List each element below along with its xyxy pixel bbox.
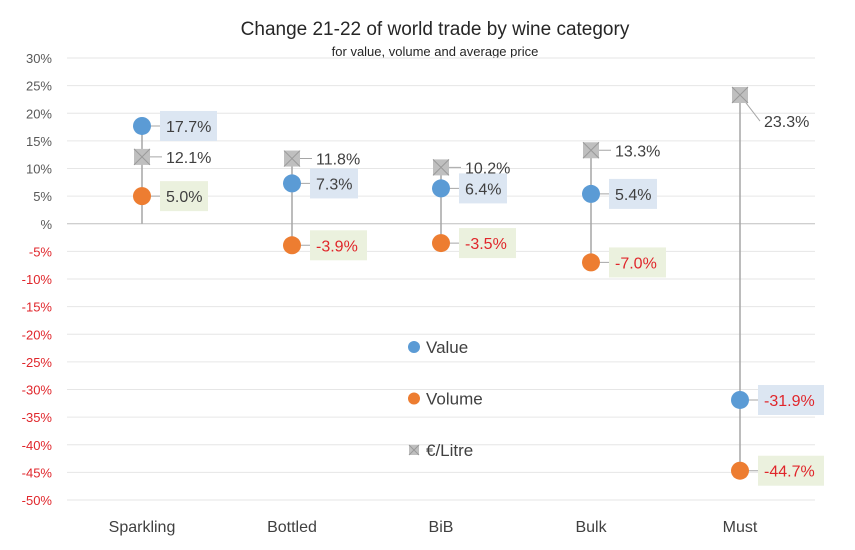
data-label: -7.0% (615, 255, 657, 272)
y-tick-label: 15% (26, 134, 52, 149)
legend-label: €/Litre (426, 441, 473, 460)
legend-marker (408, 392, 420, 405)
data-label-bg (609, 247, 666, 278)
data-label-bg (160, 110, 217, 141)
data-label: 17.7% (166, 119, 211, 136)
chart-title: Change 21-22 of world trade by wine cate… (241, 19, 630, 40)
y-tick-label: 20% (26, 106, 52, 121)
y-tick-label: 25% (26, 79, 52, 94)
y-tick-label: -5% (29, 244, 53, 259)
value-marker (731, 390, 749, 409)
data-label: 7.3% (316, 176, 352, 193)
data-label: -3.5% (465, 236, 507, 253)
y-tick-label: -30% (22, 383, 53, 398)
data-label: 13.3% (615, 143, 660, 160)
data-label-bg (758, 384, 824, 415)
volume-marker (133, 187, 151, 206)
data-label-bg (310, 168, 358, 199)
x-tick-label: Bulk (575, 519, 607, 536)
y-tick-label: -25% (22, 355, 53, 370)
data-label: -31.9% (764, 393, 815, 410)
x-tick-label: Sparkling (109, 519, 176, 536)
y-tick-label: -35% (22, 410, 53, 425)
data-label-bg (459, 173, 507, 204)
x-tick-label: BiB (429, 519, 454, 536)
price-marker-cross (582, 141, 600, 159)
y-tick-label: 5% (33, 189, 52, 204)
legend-label: Value (426, 338, 468, 357)
legend-label: Volume (426, 390, 483, 409)
volume-marker (432, 234, 450, 253)
y-tick-label: 30% (26, 51, 52, 66)
y-tick-label: -15% (22, 300, 53, 315)
volume-marker (582, 253, 600, 272)
volume-marker (731, 461, 749, 480)
price-marker-cross (432, 159, 450, 176)
data-label: 5.4% (615, 187, 651, 204)
legend-marker (408, 341, 420, 353)
x-tick-label: Bottled (267, 519, 317, 536)
price-marker-cross (283, 150, 301, 167)
value-marker (582, 184, 600, 203)
chart-subtitle: for value, volume and average price (332, 44, 539, 59)
value-marker (133, 116, 151, 135)
data-label-bg (609, 178, 657, 209)
y-tick-label: -20% (22, 327, 53, 342)
value-marker (432, 179, 450, 198)
y-tick-label: -50% (22, 493, 53, 508)
y-tick-label: 10% (26, 162, 52, 177)
data-label: 11.8% (316, 152, 360, 169)
data-label-bg (310, 230, 367, 261)
x-tick-label: Must (723, 519, 758, 536)
data-label: 10.2% (465, 160, 510, 177)
data-label-bg (160, 181, 208, 212)
data-label: -3.9% (316, 238, 358, 255)
price-marker-cross (133, 148, 151, 166)
y-tick-label: -45% (22, 465, 53, 480)
y-tick-label: -10% (22, 272, 53, 287)
data-label: -44.7% (764, 464, 815, 481)
value-marker (283, 174, 301, 193)
y-tick-label: -40% (22, 438, 53, 453)
legend-marker-cross (408, 444, 420, 456)
price-marker-cross (731, 86, 749, 104)
data-label-bg (758, 455, 824, 486)
data-label-bg (459, 228, 516, 259)
data-label: 5.0% (166, 189, 202, 206)
data-label: 6.4% (465, 181, 501, 198)
data-label: 12.1% (166, 150, 211, 167)
volume-marker (283, 236, 301, 255)
y-tick-label: % (40, 217, 52, 232)
data-label: 23.3% (764, 114, 809, 131)
